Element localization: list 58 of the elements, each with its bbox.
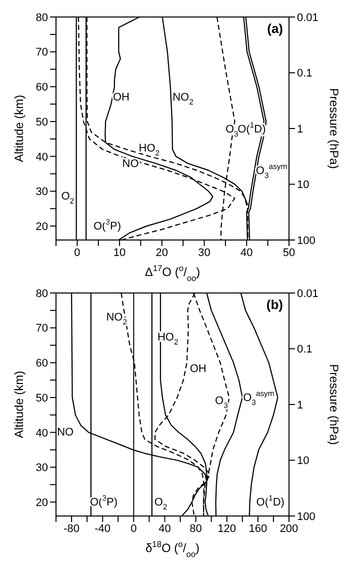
x-tick-label: 0 xyxy=(74,246,80,259)
y2-tick-label: 10 xyxy=(297,455,310,468)
y-tick-label: 50 xyxy=(36,392,48,404)
annotation: (b) xyxy=(266,297,283,312)
y-axis-title: Altitude (km) xyxy=(12,94,26,162)
legend-label: NO xyxy=(57,426,74,438)
y-tick-label: 30 xyxy=(36,462,48,474)
y-tick-label: 20 xyxy=(36,220,48,233)
y2-axis-title: Pressure (hPa) xyxy=(326,364,341,445)
x-axis-title: δ$^{18}$O ($^{o}$/$_{oo}$) xyxy=(145,539,200,559)
y-tick-label: 40 xyxy=(36,427,48,440)
y-tick-label: 50 xyxy=(36,116,48,128)
y2-tick-label: 100 xyxy=(297,510,316,523)
y2-tick-label: 0.1 xyxy=(297,68,312,80)
series-label: NO$_{2}$ xyxy=(106,311,127,326)
y-tick-label: 60 xyxy=(36,82,48,94)
y2-tick-label: 1 xyxy=(297,123,304,136)
x-tick-label: -40 xyxy=(94,522,111,535)
y-tick-label: 80 xyxy=(36,12,48,24)
series-label: O$_{2}$ xyxy=(154,496,168,512)
y2-axis-title: Pressure (hPa) xyxy=(326,88,341,169)
y2-tick-label: 0.01 xyxy=(297,12,318,24)
x-tick-label: 0 xyxy=(130,522,137,535)
legend-label: O$_{2}$ xyxy=(61,190,74,206)
y-tick-label: 30 xyxy=(36,186,48,198)
x-tick-label: 200 xyxy=(280,522,298,535)
y-tick-label: 40 xyxy=(36,151,48,164)
y-axis-title: Altitude (km) xyxy=(12,370,26,438)
y-tick-label: 70 xyxy=(36,46,48,59)
x-tick-label: 40 xyxy=(158,522,171,535)
series-label: O$_{3}$ xyxy=(215,395,228,410)
x-tick-label: 160 xyxy=(248,522,268,535)
x-tick-label: 80 xyxy=(190,522,202,535)
y2-tick-label: 1 xyxy=(297,399,304,412)
series-label: HO$_{2}$ xyxy=(138,142,160,158)
x-tick-label: 50 xyxy=(282,246,296,259)
series-label: O($^{1}$D) xyxy=(256,493,284,509)
series-label: O($^{3}$P) xyxy=(94,217,122,233)
y-tick-label: 70 xyxy=(36,322,48,335)
x-tick-label: 120 xyxy=(218,522,236,535)
series-label: NO$_{2}$ xyxy=(172,91,194,106)
series-label: OH xyxy=(190,362,206,375)
y2-tick-label: 10 xyxy=(297,179,310,192)
series-label: OH xyxy=(112,91,130,104)
x-axis-title: Δ$^{17}$O ($^{o}$/$_{oo}$) xyxy=(144,263,200,283)
y-tick-label: 60 xyxy=(36,358,48,370)
x-tick-label: 10 xyxy=(113,246,126,259)
y-tick-label: 20 xyxy=(36,496,48,509)
x-tick-label: 40 xyxy=(240,246,253,259)
y2-tick-label: 0.01 xyxy=(297,288,318,300)
y-tick-label: 80 xyxy=(36,288,48,300)
y2-tick-label: 0.1 xyxy=(297,344,312,356)
x-tick-label: -80 xyxy=(64,522,80,535)
annotation: (a) xyxy=(267,21,283,36)
x-tick-label: 30 xyxy=(198,246,210,259)
y2-tick-label: 100 xyxy=(297,234,316,247)
series-label: NO xyxy=(122,158,140,170)
x-tick-label: 20 xyxy=(156,246,168,259)
